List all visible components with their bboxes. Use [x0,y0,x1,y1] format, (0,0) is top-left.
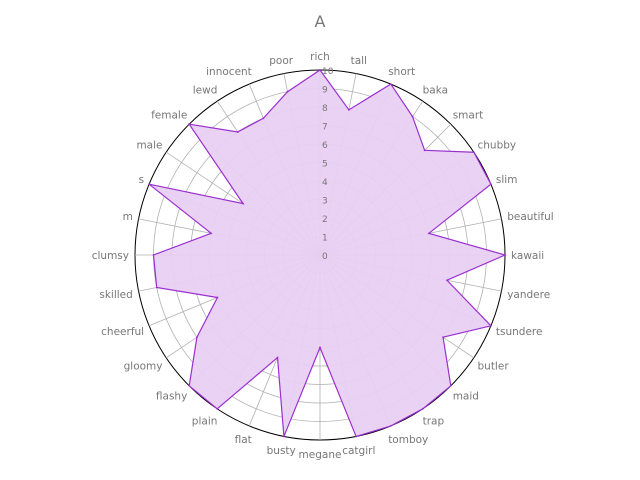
category-label: catgirl [342,445,375,457]
category-label: cheerful [101,326,144,338]
category-label: smart [453,109,484,121]
radial-tick-label: 4 [322,178,328,188]
category-label: beautiful [507,211,554,223]
category-label: s [139,174,144,186]
category-label: lewd [193,85,218,97]
data-point [148,183,150,186]
data-point [421,407,424,410]
data-point [196,336,198,339]
category-label-layer: rich tall short baka smart chubby slim beautifu… [92,51,554,461]
category-label: m [123,211,133,223]
category-label: plain [192,416,218,428]
data-point [442,336,444,339]
radial-tick-label: 6 [322,141,328,151]
category-label: flashy [156,391,187,403]
category-label: tsundere [496,326,543,338]
radial-tick-layer: 0 1 2 3 4 5 6 7 8 9 10 [322,67,334,262]
data-point [210,232,213,235]
data-point [389,425,392,427]
data-point [389,83,392,85]
data-point [242,202,244,205]
category-label: short [388,66,415,78]
category-label: gloomy [124,361,163,373]
data-point [286,90,289,93]
data-point [188,123,191,126]
category-label: chubby [478,139,517,151]
category-label: kawaii [511,250,544,262]
data-point [490,324,492,327]
data-point [283,435,285,438]
data-layer [148,69,507,438]
category-label: skilled [99,289,132,301]
category-label: trap [423,416,445,428]
data-point [319,69,321,71]
data-point [216,407,219,410]
data-point [347,108,350,111]
data-point [472,151,475,154]
radial-tick-label: 5 [322,160,328,170]
data-point [446,279,448,282]
category-label: baka [423,85,448,97]
radial-tick-label: 9 [322,86,328,96]
chart-title: A [315,12,326,31]
data-point [427,232,430,235]
data-point [216,296,219,299]
category-label: tomboy [388,434,428,446]
data-point [152,254,155,256]
radial-tick-label: 3 [322,197,328,207]
radial-tick-label: 7 [322,123,328,133]
category-label: innocent [206,66,252,78]
category-label: maid [453,391,479,403]
data-point [236,131,239,133]
data-point [449,384,452,387]
data-point [411,115,414,118]
category-label: rich [310,51,330,63]
data-point [276,356,279,359]
data-point [262,117,265,120]
radial-tick-label: 8 [322,104,328,114]
category-label: poor [269,55,294,67]
data-point [490,183,492,186]
data-point [188,384,191,387]
category-label: slim [496,174,518,186]
data-point [504,254,506,256]
category-label: busty [267,445,296,457]
data-point [155,286,158,289]
category-label: male [136,139,162,151]
category-label: flat [235,434,252,446]
radial-tick-label: 2 [322,215,328,225]
radial-tick-label: 10 [322,67,334,77]
category-label: megane [299,449,342,461]
category-label: butler [478,361,510,373]
category-label: female [151,109,187,121]
radial-tick-label: 1 [322,234,328,244]
radial-tick-label: 0 [322,252,328,262]
category-label: clumsy [92,250,129,262]
category-label: yandere [507,289,550,301]
data-point [423,149,426,152]
data-point [319,346,321,349]
category-label: tall [351,55,367,67]
data-point [355,435,357,438]
